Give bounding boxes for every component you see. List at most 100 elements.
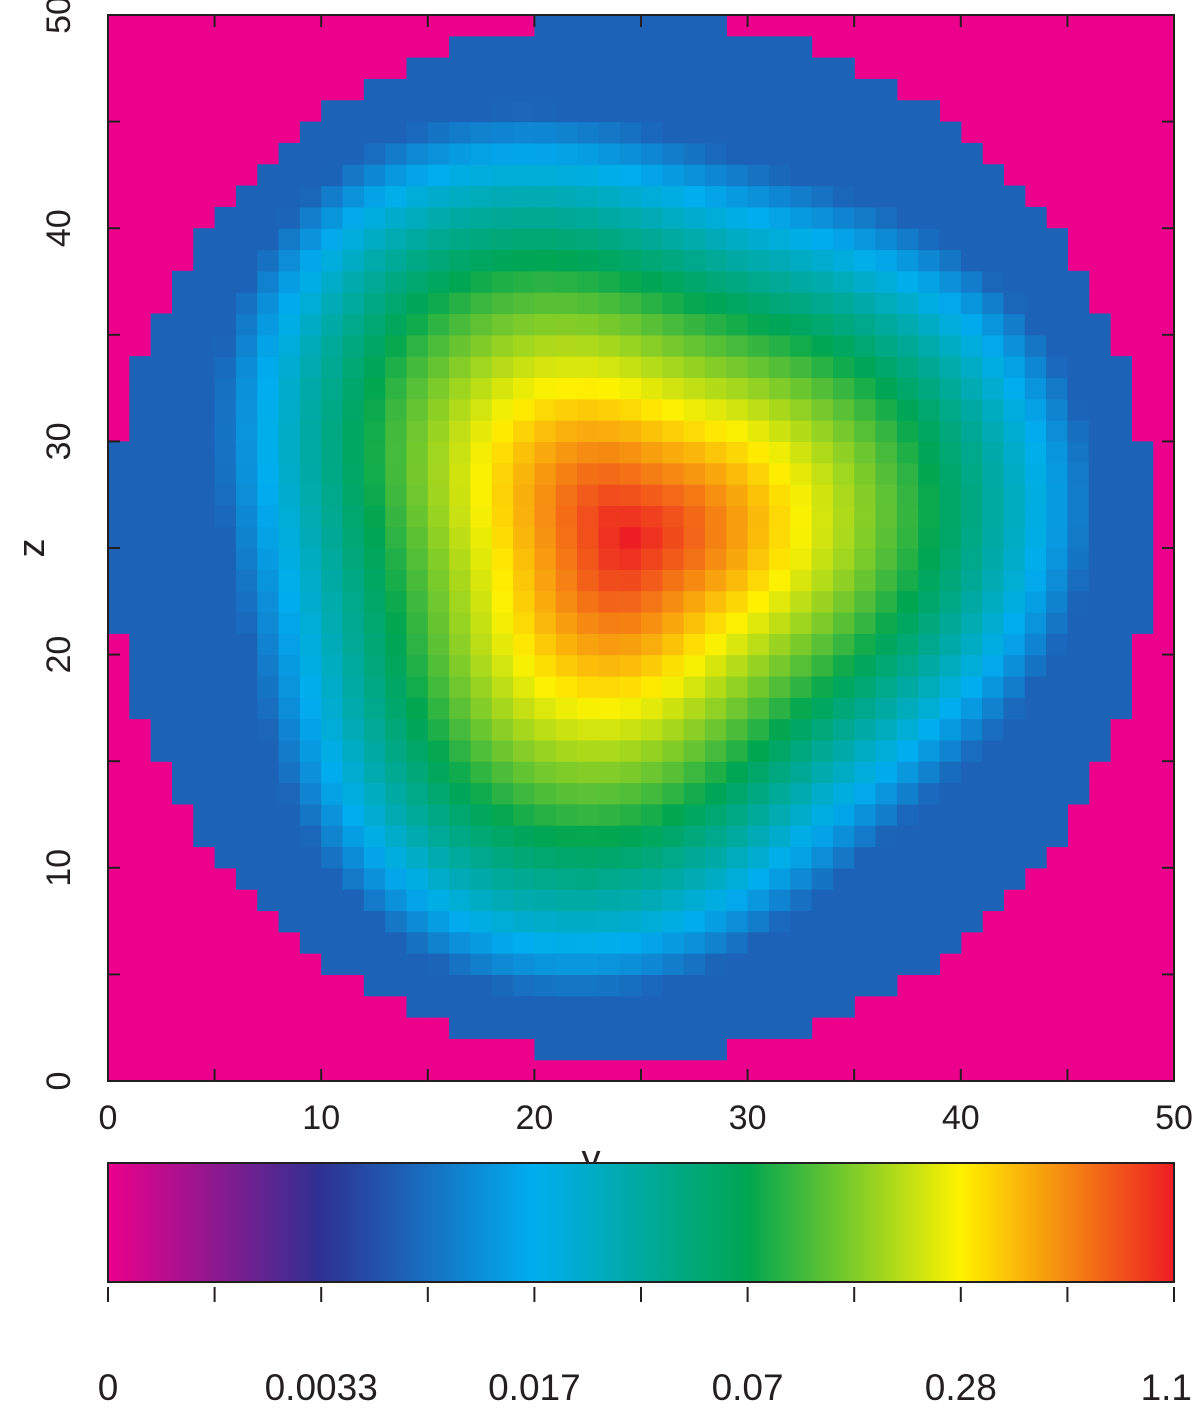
- heatmap-cell: [449, 185, 472, 208]
- heatmap-cell: [832, 270, 855, 293]
- heatmap-cell: [406, 142, 429, 165]
- heatmap-cell: [193, 292, 216, 315]
- heatmap-cell: [470, 718, 493, 741]
- heatmap-cell: [726, 548, 749, 570]
- heatmap-cell: [363, 825, 386, 848]
- heatmap-cell: [619, 484, 642, 506]
- heatmap-cell: [939, 526, 962, 549]
- heatmap-cell: [193, 697, 216, 720]
- heatmap-cell: [726, 675, 749, 698]
- heatmap-cell: [811, 206, 834, 229]
- y-tick-label: 50: [40, 0, 78, 34]
- heatmap-cell: [555, 974, 578, 997]
- heatmap-cell: [193, 633, 216, 656]
- heatmap-cell: [1046, 484, 1068, 506]
- heatmap-cell: [342, 206, 365, 229]
- heatmap-cell: [385, 441, 408, 464]
- heatmap-cell: [1024, 633, 1047, 656]
- heatmap-cell: [577, 675, 599, 698]
- heatmap-cell: [555, 654, 578, 677]
- heatmap-cell: [555, 846, 578, 869]
- heatmap-cell: [918, 270, 941, 293]
- heatmap-cell: [832, 228, 855, 251]
- heatmap-cell: [406, 292, 429, 315]
- heatmap-cell: [214, 611, 237, 634]
- heatmap-cell: [918, 633, 941, 656]
- heatmap-cell: [577, 441, 599, 464]
- heatmap-cell: [1046, 633, 1068, 656]
- heatmap-cell: [704, 420, 727, 442]
- heatmap-cell: [235, 697, 258, 720]
- heatmap-cell: [1003, 548, 1026, 570]
- heatmap-cell: [214, 569, 237, 592]
- heatmap-cell: [449, 867, 472, 890]
- heatmap-cell: [427, 697, 450, 720]
- heatmap-cell: [321, 718, 344, 741]
- heatmap-cell: [534, 398, 557, 421]
- heatmap-cell: [747, 675, 770, 698]
- heatmap-cell: [1024, 675, 1047, 698]
- heatmap-cell: [555, 441, 578, 464]
- heatmap-cell: [896, 782, 919, 805]
- heatmap-cell: [1046, 569, 1068, 592]
- heatmap-cell: [1003, 526, 1026, 549]
- heatmap-cell: [832, 739, 855, 762]
- heatmap-cell: [1003, 249, 1026, 272]
- heatmap-cell: [513, 420, 535, 442]
- heatmap-cell: [918, 718, 941, 741]
- heatmap-cell: [683, 825, 706, 848]
- heatmap-cell: [555, 484, 578, 506]
- heatmap-cell: [704, 100, 727, 123]
- heatmap-cell: [619, 803, 642, 826]
- heatmap-cell: [171, 526, 194, 549]
- heatmap-cell: [790, 420, 813, 442]
- heatmap-cell: [704, 995, 727, 1018]
- heatmap-cell: [171, 484, 194, 506]
- heatmap-cell: [726, 846, 749, 869]
- heatmap-cell: [726, 590, 749, 613]
- heatmap-cell: [896, 590, 919, 613]
- heatmap-cell: [854, 611, 877, 634]
- heatmap-cell: [235, 420, 258, 442]
- heatmap-cell: [598, 526, 621, 549]
- heatmap-cell: [619, 611, 642, 634]
- colorbar-ticks: [107, 1287, 1175, 1302]
- heatmap-cell: [960, 803, 983, 826]
- heatmap-cell: [534, 718, 557, 741]
- heatmap-cell: [470, 953, 493, 975]
- heatmap-cell: [875, 270, 898, 293]
- heatmap-cell: [470, 441, 493, 464]
- heatmap-cell: [598, 15, 621, 37]
- heatmap-cell: [257, 654, 280, 677]
- heatmap-cell: [449, 292, 472, 315]
- heatmap-cell: [619, 15, 642, 37]
- heatmap-cell: [427, 889, 450, 912]
- heatmap-cell: [662, 270, 685, 293]
- heatmap-cell: [939, 846, 962, 869]
- heatmap-cell: [790, 782, 813, 805]
- heatmap-cell: [790, 164, 813, 187]
- heatmap-cell: [790, 356, 813, 379]
- heatmap-cell: [619, 675, 642, 698]
- heatmap-cell: [1131, 611, 1154, 634]
- heatmap-cell: [747, 100, 770, 123]
- heatmap-cell: [321, 867, 344, 890]
- heatmap-cell: [491, 953, 514, 975]
- heatmap-cell: [235, 739, 258, 762]
- heatmap-cell: [513, 100, 535, 123]
- heatmap-cell: [832, 292, 855, 315]
- heatmap-cell: [257, 611, 280, 634]
- heatmap-cell: [619, 718, 642, 741]
- heatmap-cell: [278, 569, 301, 592]
- heatmap-cell: [385, 761, 408, 784]
- heatmap-cell: [491, 334, 514, 357]
- heatmap-cell: [704, 462, 727, 485]
- colorbar: 0 0.0033 0.017 0.07 0.28 1.1: [98, 1162, 1192, 1408]
- heatmap-cell: [257, 377, 280, 400]
- heatmap-cell: [257, 718, 280, 741]
- heatmap-cell: [1088, 718, 1111, 741]
- heatmap-cell: [555, 633, 578, 656]
- heatmap-cell: [598, 995, 621, 1018]
- heatmap-cell: [577, 654, 599, 677]
- heatmap-cell: [939, 654, 962, 677]
